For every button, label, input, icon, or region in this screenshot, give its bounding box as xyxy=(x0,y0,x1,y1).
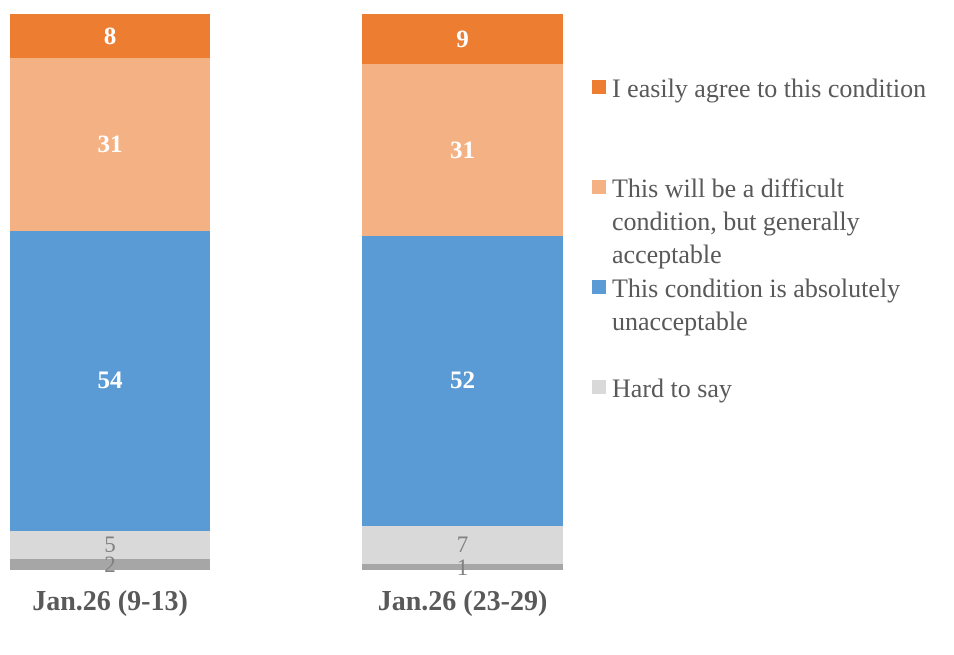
bar-jan26-23-29: 9 31 52 7 1 xyxy=(362,14,563,579)
bar1-seg-difficult-acceptable: 31 xyxy=(10,58,210,231)
bar2-value-easily-agree: 9 xyxy=(456,25,469,53)
bar-jan26-9-13: 8 31 54 5 2 xyxy=(10,14,210,576)
bar2-seg-difficult-acceptable: 31 xyxy=(362,64,563,237)
bar2-seg-easily-agree: 9 xyxy=(362,14,563,65)
bar2-value-unacceptable: 52 xyxy=(450,367,475,395)
x-axis-label-jan26-23-29: Jan.26 (23-29) xyxy=(377,586,548,617)
bar2-value-difficult-acceptable: 31 xyxy=(450,136,475,164)
bar1-value-unlabeled-gray: 2 xyxy=(104,551,116,577)
x-axis-label-jan26-9-13: Jan.26 (9-13) xyxy=(32,586,188,617)
bar1-value-easily-agree: 8 xyxy=(103,22,117,50)
bar1-seg-easily-agree: 8 xyxy=(10,14,210,59)
bar2-seg-unlabeled-gray: 1 xyxy=(362,556,563,579)
bar1-value-hard-to-say: 5 xyxy=(104,532,116,558)
bar2-seg-unacceptable: 52 xyxy=(362,236,563,526)
bar2-value-hard-to-say: 7 xyxy=(456,532,469,558)
bar2-value-unlabeled-gray: 1 xyxy=(456,554,469,580)
bar1-value-unacceptable: 54 xyxy=(97,367,123,395)
bar2-seg-hard-to-say: 7 xyxy=(362,525,563,565)
bar1-value-difficult-acceptable: 31 xyxy=(97,131,123,159)
bar1-seg-unacceptable: 54 xyxy=(10,230,210,532)
bar1-seg-hard-to-say: 5 xyxy=(10,531,210,559)
bar1-seg-unlabeled-gray: 2 xyxy=(10,553,210,576)
